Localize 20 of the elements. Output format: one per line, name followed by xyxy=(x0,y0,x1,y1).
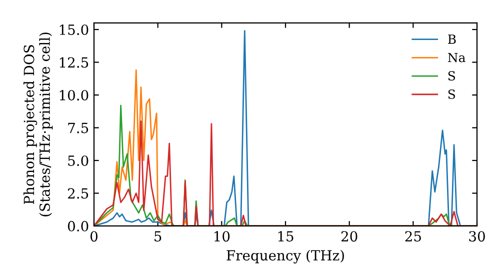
y-tick-label: 15.0 xyxy=(60,24,88,35)
legend-label: S xyxy=(448,89,456,99)
x-tick-label: 30 xyxy=(469,231,485,242)
y-axis-title: Phonon projected DOS (States/THz·primitive cell) xyxy=(23,32,53,216)
x-tick-label: 5 xyxy=(154,231,162,242)
y-tick-label: 2.5 xyxy=(68,188,88,199)
x-tick-label: 25 xyxy=(405,231,421,242)
legend-label: Na xyxy=(448,52,466,62)
x-tick-label: 10 xyxy=(214,231,230,242)
x-tick-label: 0 xyxy=(90,231,98,242)
x-tick-label: 20 xyxy=(341,231,358,242)
x-axis-title: Frequency (THz) xyxy=(226,250,344,264)
y-tick-label: 12.5 xyxy=(60,57,88,68)
legend-label: B xyxy=(448,34,456,44)
y-tick-label: 7.5 xyxy=(68,122,88,134)
legend-label: S xyxy=(448,71,456,81)
y-tick-label: 5.0 xyxy=(68,155,88,166)
y-tick-label: 10.0 xyxy=(60,90,88,100)
x-tick-label: 15 xyxy=(278,231,294,242)
y-tick-label: 0.0 xyxy=(68,220,88,232)
